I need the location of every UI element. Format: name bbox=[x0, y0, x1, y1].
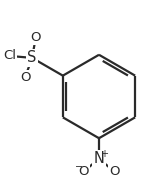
Text: −: − bbox=[75, 162, 83, 172]
Text: O: O bbox=[30, 31, 41, 44]
Text: O: O bbox=[109, 165, 119, 178]
Text: N: N bbox=[94, 151, 104, 166]
Text: Cl: Cl bbox=[3, 49, 16, 62]
Text: O: O bbox=[79, 165, 89, 178]
Text: O: O bbox=[20, 71, 30, 84]
Text: S: S bbox=[27, 50, 37, 65]
Text: +: + bbox=[100, 149, 108, 159]
